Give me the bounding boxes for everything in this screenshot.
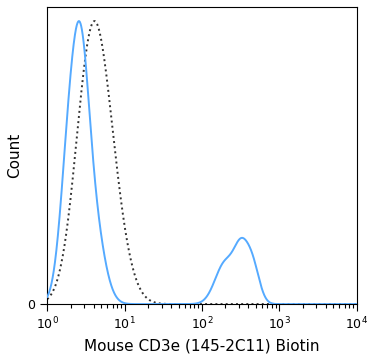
Y-axis label: Count: Count	[7, 133, 22, 178]
X-axis label: Mouse CD3e (145-2C11) Biotin: Mouse CD3e (145-2C11) Biotin	[84, 338, 320, 353]
